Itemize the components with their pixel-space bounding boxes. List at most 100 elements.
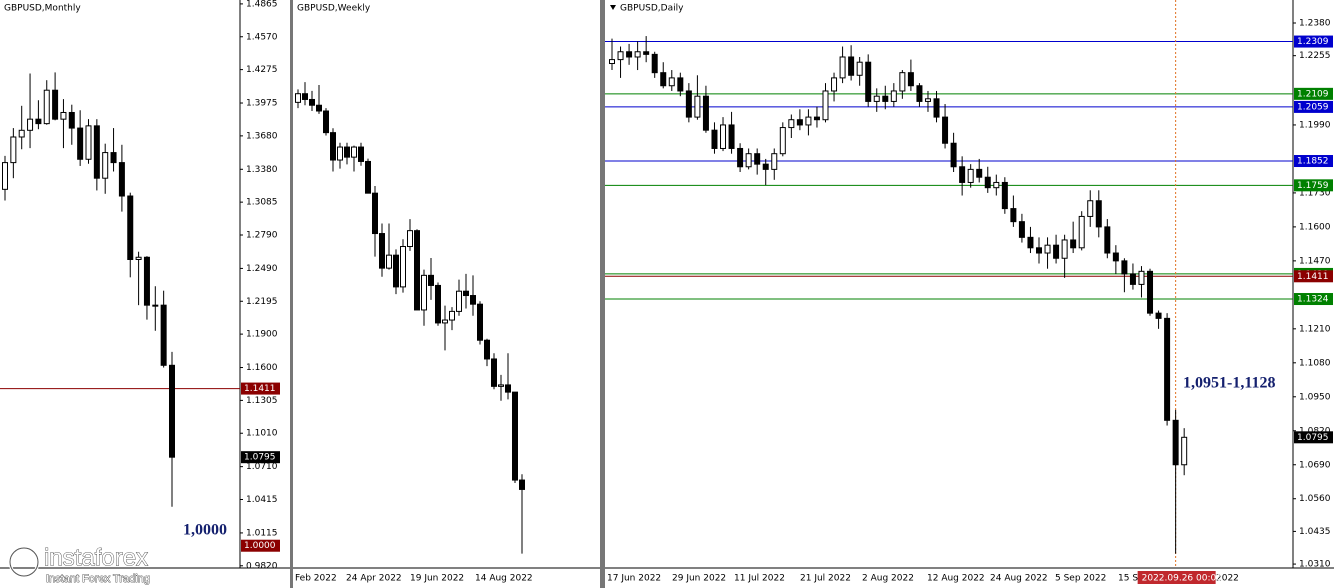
candle-body bbox=[933, 98, 940, 118]
candle-body bbox=[737, 147, 744, 168]
chart-title: GBPUSD,Monthly bbox=[4, 4, 81, 14]
candle-body bbox=[1018, 221, 1025, 238]
candle-body bbox=[463, 290, 469, 297]
candle-body bbox=[1112, 252, 1119, 262]
candle-body bbox=[18, 129, 25, 138]
candle-body bbox=[169, 364, 175, 458]
candle-body bbox=[728, 124, 735, 149]
y-tick-label: 1.0950 bbox=[1299, 392, 1331, 402]
x-tick-label: Feb 2022 bbox=[295, 574, 337, 584]
y-tick-label: 1.1600 bbox=[246, 363, 278, 373]
logo: instaforex Instant Forex Trading bbox=[8, 544, 150, 585]
candle-body bbox=[127, 195, 134, 260]
x-tick-label: 5 Sep 2022 bbox=[1055, 574, 1106, 584]
collapse-icon[interactable] bbox=[610, 5, 616, 10]
candle-body bbox=[1121, 260, 1128, 275]
candle-body bbox=[421, 274, 427, 311]
cursor-tag bbox=[1137, 571, 1216, 584]
candle-body bbox=[1138, 270, 1145, 285]
x-tick-label: 2 Aug 2022 bbox=[862, 574, 914, 584]
cursor-tag-label: 2022.09.26 00:00 bbox=[1142, 574, 1223, 584]
candle-body bbox=[1044, 244, 1051, 254]
x-tick-label: 15 S bbox=[1118, 574, 1138, 584]
candle-body bbox=[1181, 436, 1188, 466]
candle-body bbox=[685, 90, 692, 118]
candle-body bbox=[393, 254, 399, 288]
candle-body bbox=[702, 95, 709, 131]
y-tick-label: 1.1210 bbox=[1299, 324, 1331, 334]
candle-body bbox=[43, 89, 50, 125]
candle-body bbox=[976, 168, 983, 178]
candle-body bbox=[491, 358, 497, 387]
candle-body bbox=[942, 116, 949, 144]
price-tag-label: 1.1852 bbox=[1297, 157, 1329, 167]
price-tag-label: 1.1411 bbox=[244, 384, 276, 394]
x-tick-label: 14 Aug 2022 bbox=[475, 574, 533, 584]
candle-body bbox=[694, 95, 701, 118]
logo-icon bbox=[9, 547, 39, 577]
panel-divider bbox=[600, 0, 605, 588]
price-tag-label: 1.1324 bbox=[1297, 295, 1329, 305]
candle-body bbox=[1147, 270, 1154, 314]
candle-body bbox=[899, 72, 906, 92]
candle-body bbox=[498, 384, 504, 387]
candle-body bbox=[856, 61, 863, 76]
candle-body bbox=[677, 77, 684, 92]
candle-body bbox=[660, 72, 667, 87]
candle-body bbox=[1010, 208, 1017, 223]
candle-body bbox=[1036, 247, 1042, 254]
candle-body bbox=[400, 246, 406, 288]
candle-body bbox=[805, 116, 812, 126]
price-tag-label: 1.1411 bbox=[1297, 272, 1329, 282]
candle-body bbox=[609, 59, 615, 65]
candle-body bbox=[643, 51, 650, 55]
price-tag-label: 1.1759 bbox=[1297, 181, 1329, 191]
price-tag bbox=[1294, 179, 1333, 192]
y-tick-label: 1.0115 bbox=[246, 528, 278, 538]
candle-body bbox=[839, 56, 846, 79]
y-tick-label: 1.1990 bbox=[1299, 120, 1331, 130]
candle-body bbox=[822, 90, 829, 121]
candle-body bbox=[796, 119, 803, 126]
monthly-plot bbox=[0, 72, 240, 507]
y-tick-label: 1.0690 bbox=[1299, 460, 1331, 470]
y-tick-label: 1.1600 bbox=[1299, 222, 1331, 232]
candle-body bbox=[1070, 239, 1077, 249]
price-tag bbox=[241, 382, 280, 395]
price-tag-label: 1.0000 bbox=[244, 541, 276, 551]
price-tag bbox=[1294, 100, 1333, 113]
y-tick-label: 1.0560 bbox=[1299, 494, 1331, 504]
candle-body bbox=[295, 93, 301, 103]
y-tick-label: 1.3380 bbox=[246, 165, 278, 175]
candle-body bbox=[358, 146, 364, 162]
candle-body bbox=[634, 51, 641, 58]
price-tag bbox=[241, 451, 280, 464]
candle-body bbox=[1053, 244, 1060, 259]
candle-body bbox=[77, 127, 84, 160]
candle-body bbox=[831, 77, 838, 92]
x-tick-label: 12 Aug 2022 bbox=[927, 574, 985, 584]
x-tick-label: 29 Jun 2022 bbox=[672, 574, 726, 584]
candle-body bbox=[449, 310, 455, 321]
y-tick-label: 1.0415 bbox=[246, 495, 278, 505]
price-tag bbox=[241, 539, 280, 552]
candle-body bbox=[143, 256, 150, 306]
x-tick-label: 11 Jul 2022 bbox=[734, 574, 785, 584]
candle-body bbox=[762, 163, 769, 170]
price-tag-label: 1.0795 bbox=[1297, 433, 1329, 443]
candle-body bbox=[428, 274, 434, 286]
y-tick-label: 1.0820 bbox=[1299, 426, 1331, 436]
x-tick-label: 2022 bbox=[1216, 574, 1239, 584]
candle-body bbox=[1061, 239, 1068, 259]
y-tick-label: 1.0310 bbox=[1299, 560, 1331, 570]
candle-body bbox=[93, 125, 100, 179]
candle-body bbox=[1095, 200, 1102, 228]
candle-body bbox=[1087, 200, 1094, 217]
candle-body bbox=[505, 384, 511, 393]
candle-body bbox=[848, 56, 855, 76]
y-tick-label: 1.4275 bbox=[246, 65, 278, 75]
y-tick-label: 1.0710 bbox=[246, 462, 278, 472]
price-tag bbox=[1294, 293, 1333, 306]
